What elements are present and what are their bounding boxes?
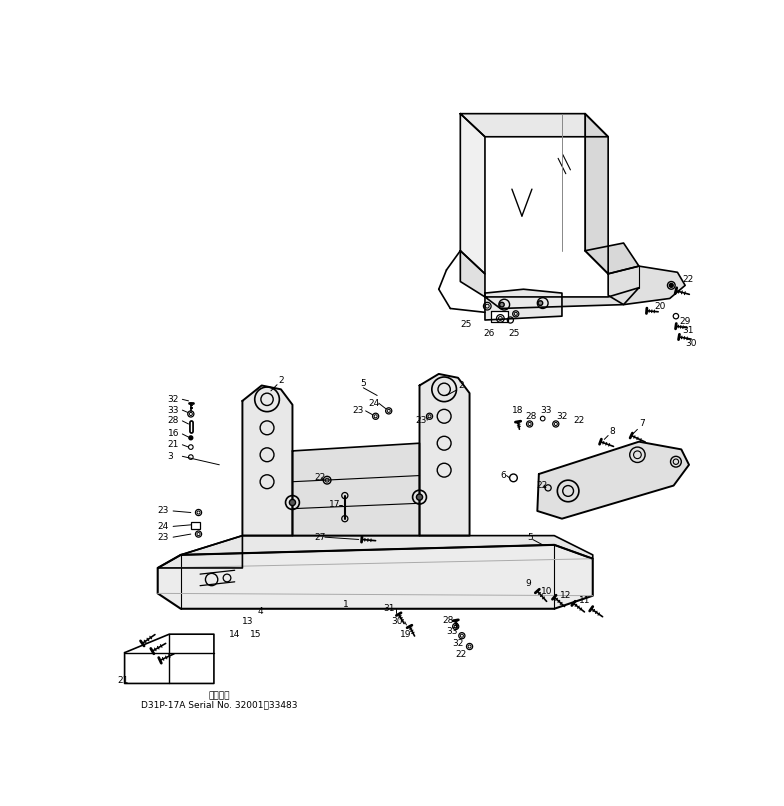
Text: 6: 6: [500, 471, 506, 480]
Text: 22: 22: [574, 416, 585, 425]
Text: 33: 33: [168, 405, 180, 414]
Circle shape: [189, 436, 193, 440]
Text: 22: 22: [683, 276, 694, 285]
Bar: [191, 521, 200, 530]
Text: 31: 31: [383, 604, 395, 613]
Text: 23: 23: [158, 506, 169, 516]
Text: 12: 12: [561, 591, 572, 600]
Text: 19: 19: [401, 629, 412, 638]
Text: 30: 30: [685, 339, 697, 347]
Text: 28: 28: [168, 417, 179, 426]
Text: 2: 2: [278, 376, 285, 384]
Polygon shape: [181, 536, 593, 559]
Text: 8: 8: [610, 427, 615, 436]
Circle shape: [416, 494, 423, 501]
Polygon shape: [419, 374, 470, 536]
Text: 32: 32: [168, 395, 179, 404]
Text: 11: 11: [579, 596, 590, 604]
Text: 24: 24: [158, 521, 169, 531]
Polygon shape: [125, 634, 214, 683]
Text: 32: 32: [452, 639, 464, 648]
Text: 29: 29: [679, 317, 691, 326]
Text: 31: 31: [682, 326, 694, 334]
Text: 3: 3: [168, 452, 173, 461]
Polygon shape: [585, 243, 639, 274]
Text: 5: 5: [528, 533, 533, 542]
Text: 22: 22: [314, 473, 325, 482]
Text: 21: 21: [168, 440, 179, 449]
Text: 23: 23: [353, 406, 364, 415]
Polygon shape: [158, 536, 242, 568]
Polygon shape: [460, 114, 485, 274]
Text: 20: 20: [655, 301, 666, 310]
Polygon shape: [585, 114, 608, 274]
Polygon shape: [485, 289, 562, 320]
Text: 33: 33: [446, 627, 458, 637]
Circle shape: [289, 500, 296, 505]
Polygon shape: [460, 251, 485, 297]
Text: 5: 5: [360, 379, 366, 388]
Polygon shape: [491, 311, 508, 322]
Polygon shape: [242, 385, 292, 536]
Text: D31P-17A Serial No. 32001～33483: D31P-17A Serial No. 32001～33483: [141, 700, 298, 709]
Text: 28: 28: [443, 616, 454, 625]
Text: 16: 16: [168, 430, 180, 438]
Circle shape: [670, 284, 673, 287]
Text: 23: 23: [416, 416, 427, 425]
Text: 4: 4: [258, 607, 263, 616]
Text: 22: 22: [456, 650, 467, 659]
Text: 15: 15: [250, 629, 262, 638]
Polygon shape: [292, 443, 419, 536]
Text: 32: 32: [556, 412, 567, 421]
Text: 28: 28: [525, 412, 536, 421]
Polygon shape: [460, 114, 608, 137]
Text: 7: 7: [639, 419, 644, 429]
Text: 9: 9: [526, 579, 532, 588]
Text: 2: 2: [458, 381, 463, 390]
Text: 13: 13: [242, 617, 254, 626]
Circle shape: [499, 302, 504, 307]
Text: 30: 30: [391, 617, 402, 626]
Polygon shape: [537, 442, 689, 519]
Text: 27: 27: [314, 533, 325, 542]
Text: 25: 25: [460, 320, 472, 329]
Text: 1: 1: [343, 600, 348, 609]
Text: 26: 26: [484, 330, 495, 339]
Polygon shape: [608, 266, 685, 305]
Text: 24: 24: [368, 399, 379, 408]
Polygon shape: [158, 545, 593, 609]
Text: 適用号機: 適用号機: [209, 692, 230, 700]
Text: 25: 25: [508, 330, 520, 339]
Text: 14: 14: [229, 629, 241, 638]
Text: 33: 33: [540, 406, 552, 415]
Polygon shape: [485, 288, 639, 309]
Text: 10: 10: [541, 587, 553, 596]
Text: 21: 21: [117, 676, 129, 685]
Text: 18: 18: [512, 406, 524, 415]
Text: 17: 17: [329, 501, 341, 509]
Text: 22: 22: [536, 481, 548, 490]
Circle shape: [538, 301, 543, 305]
Text: 23: 23: [158, 533, 169, 542]
